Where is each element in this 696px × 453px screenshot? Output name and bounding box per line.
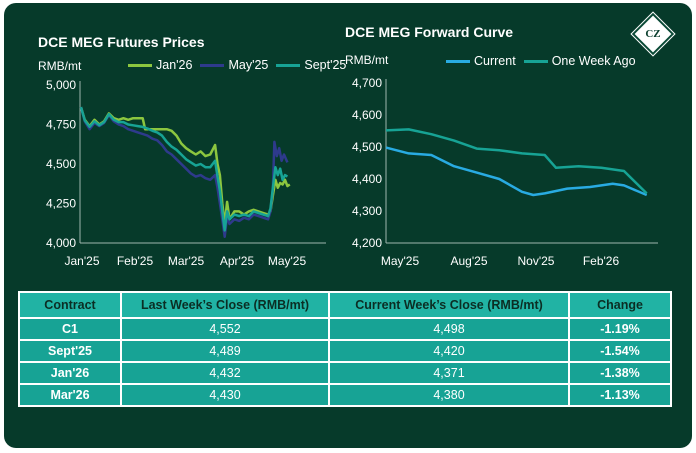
series-line-current (385, 146, 648, 197)
table-row: C1 4,552 4,498 -1.19% (18, 317, 672, 341)
cell-last-week: 4,430 (120, 383, 330, 407)
forward-unit-label: RMB/mt (345, 53, 389, 67)
cell-last-week: 4,489 (120, 339, 330, 363)
y-tick-label: 4,300 (352, 204, 382, 218)
series-line-one-week-ago (385, 128, 648, 195)
y-tick-label: 5,000 (46, 78, 76, 92)
x-tick-label: Nov'25 (518, 254, 555, 268)
legend-label-sept25: Sept'25 (304, 58, 347, 72)
table-row: Jan'26 4,432 4,371 -1.38% (18, 361, 672, 385)
x-tick-label: May'25 (268, 254, 307, 268)
futures-prices-chart: 4,000 4,250 4,500 4,750 5,000 Jan'25 Feb'25 Mar… (46, 78, 326, 268)
header-last-week: Last Week’s Close (RMB/mt) (120, 291, 330, 319)
legend-item-week-ago: One Week Ago (523, 54, 636, 68)
cell-change: -1.38% (568, 361, 672, 385)
legend-item-current: Current (446, 54, 516, 68)
futures-unit-label: RMB/mt (38, 59, 82, 73)
cell-current-week: 4,420 (328, 339, 570, 363)
table-header-row: Contract Last Week’s Close (RMB/mt) Curr… (18, 291, 672, 319)
series-line-sept-25 (79, 106, 289, 232)
y-tick-label: 4,500 (46, 157, 76, 171)
x-tick-label: Feb'26 (583, 254, 620, 268)
forward-legend: Current One Week Ago (446, 54, 644, 68)
legend-label-current: Current (474, 54, 516, 68)
y-tick-label: 4,750 (46, 118, 76, 132)
legend-swatch-week-ago (523, 59, 548, 63)
cell-contract: Jan'26 (18, 361, 122, 385)
cell-current-week: 4,498 (328, 317, 570, 341)
futures-legend: Jan'26 May'25 Sept'25 (128, 58, 354, 72)
x-tick-label: May'25 (381, 254, 420, 268)
x-tick-label: Jan'25 (65, 254, 100, 268)
legend-label-week-ago: One Week Ago (551, 54, 636, 68)
legend-label-jan26: Jan'26 (156, 58, 193, 72)
y-tick-label: 4,500 (352, 140, 382, 154)
y-tick-label: 4,700 (352, 76, 382, 90)
forward-chart-title: DCE MEG Forward Curve (345, 24, 514, 40)
y-tick-label: 4,000 (46, 236, 76, 250)
y-tick-label: 4,600 (352, 108, 382, 122)
logo-text: CZ (645, 28, 661, 40)
header-contract: Contract (18, 291, 122, 319)
cell-contract: C1 (18, 317, 122, 341)
legend-swatch-sept25 (276, 63, 301, 67)
legend-label-may25: May'25 (228, 58, 269, 72)
futures-chart-title: DCE MEG Futures Prices (38, 34, 205, 50)
header-change: Change (568, 291, 672, 319)
cell-current-week: 4,380 (328, 383, 570, 407)
legend-swatch-may25 (200, 63, 225, 67)
y-tick-label: 4,400 (352, 172, 382, 186)
header-current-week: Current Week’s Close (RMB/mt) (328, 291, 570, 319)
contract-table: Contract Last Week’s Close (RMB/mt) Curr… (18, 291, 672, 407)
legend-swatch-current (446, 59, 470, 63)
legend-item-may25: May'25 (200, 58, 268, 72)
report-card: DCE MEG Futures Prices RMB/mt Jan'26 May… (4, 3, 692, 448)
legend-item-sept25: Sept'25 (276, 58, 346, 72)
cell-contract: Mar'26 (18, 383, 122, 407)
cell-current-week: 4,371 (328, 361, 570, 385)
x-tick-label: Apr'25 (220, 254, 255, 268)
cell-last-week: 4,552 (120, 317, 330, 341)
forward-curve-chart: 4,200 4,300 4,400 4,500 4,600 4,700 May'25 Aug'… (352, 76, 658, 268)
cell-last-week: 4,432 (120, 361, 330, 385)
series-line-may-25 (79, 106, 289, 238)
legend-item-jan26: Jan'26 (128, 58, 192, 72)
legend-swatch-jan26 (128, 63, 152, 67)
cell-contract: Sept'25 (18, 339, 122, 363)
x-tick-label: Mar'25 (168, 254, 205, 268)
cell-change: -1.54% (568, 339, 672, 363)
x-tick-label: Aug'25 (451, 254, 488, 268)
y-tick-label: 4,200 (352, 236, 382, 250)
cell-change: -1.19% (568, 317, 672, 341)
x-tick-label: Feb'25 (117, 254, 154, 268)
table-row: Sept'25 4,489 4,420 -1.54% (18, 339, 672, 363)
y-tick-label: 4,250 (46, 197, 76, 211)
cell-change: -1.13% (568, 383, 672, 407)
table-row: Mar'26 4,430 4,380 -1.13% (18, 383, 672, 407)
